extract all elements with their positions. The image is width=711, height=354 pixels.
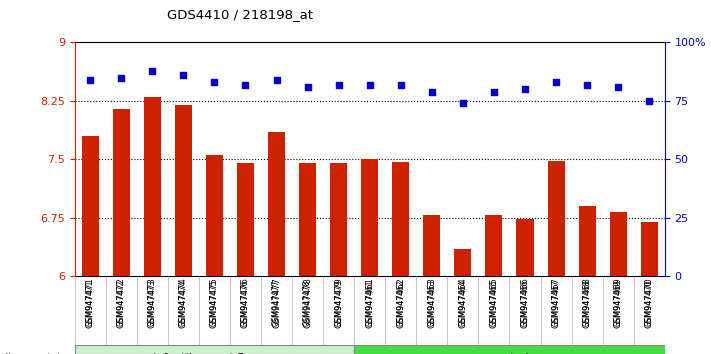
Text: GSM947478: GSM947478 <box>303 280 312 326</box>
Text: GSM947467: GSM947467 <box>552 280 560 326</box>
Point <box>116 75 127 80</box>
Text: control: control <box>490 353 529 354</box>
Bar <box>75 345 354 354</box>
Bar <box>175 105 192 276</box>
Text: GSM947468: GSM947468 <box>582 280 592 326</box>
Bar <box>82 136 99 276</box>
Text: GSM947465: GSM947465 <box>489 280 498 326</box>
Bar <box>330 163 347 276</box>
Point <box>582 82 593 87</box>
Text: GSM947466: GSM947466 <box>520 280 530 326</box>
Bar <box>423 215 440 276</box>
Bar <box>392 162 410 276</box>
Text: GSM947464: GSM947464 <box>459 280 467 326</box>
Point <box>426 89 437 95</box>
Text: GSM947475: GSM947475 <box>210 280 219 326</box>
Point <box>612 84 624 90</box>
Bar <box>144 97 161 276</box>
Text: GSM947472: GSM947472 <box>117 280 126 326</box>
Bar <box>486 215 503 276</box>
Text: GSM947469: GSM947469 <box>614 280 623 326</box>
Point <box>457 101 469 106</box>
Text: GSM947471: GSM947471 <box>86 280 95 326</box>
Point <box>209 79 220 85</box>
Text: GDS4410 / 218198_at: GDS4410 / 218198_at <box>167 8 313 21</box>
Text: GSM947474: GSM947474 <box>179 280 188 326</box>
Bar <box>579 206 596 276</box>
Text: GSM947470: GSM947470 <box>645 280 653 326</box>
Point <box>488 89 500 95</box>
Text: GSM947477: GSM947477 <box>272 280 281 326</box>
Bar <box>516 219 533 276</box>
Text: GSM947479: GSM947479 <box>334 280 343 326</box>
Text: GSM947461: GSM947461 <box>365 280 374 326</box>
Bar <box>113 109 130 276</box>
Bar <box>547 161 565 276</box>
Point <box>550 79 562 85</box>
Point <box>395 82 407 87</box>
Point <box>643 98 655 104</box>
Point <box>146 68 158 73</box>
Bar <box>609 212 626 276</box>
Bar <box>354 345 665 354</box>
Point <box>85 77 96 83</box>
Bar <box>454 249 471 276</box>
Text: infantile-onset Pompe: infantile-onset Pompe <box>154 353 276 354</box>
Text: GSM947463: GSM947463 <box>427 280 437 326</box>
Point <box>333 82 344 87</box>
Point <box>302 84 314 90</box>
Point <box>178 72 189 78</box>
Text: GSM947462: GSM947462 <box>396 280 405 326</box>
Point <box>271 77 282 83</box>
Bar <box>641 222 658 276</box>
Point <box>519 86 530 92</box>
Text: GSM947473: GSM947473 <box>148 280 157 326</box>
Point <box>364 82 375 87</box>
Text: GSM947476: GSM947476 <box>241 280 250 326</box>
Point <box>240 82 251 87</box>
Bar <box>237 163 254 276</box>
Bar <box>299 163 316 276</box>
Bar <box>268 132 285 276</box>
Bar <box>206 155 223 276</box>
Bar <box>361 159 378 276</box>
Text: disease state: disease state <box>2 353 68 354</box>
